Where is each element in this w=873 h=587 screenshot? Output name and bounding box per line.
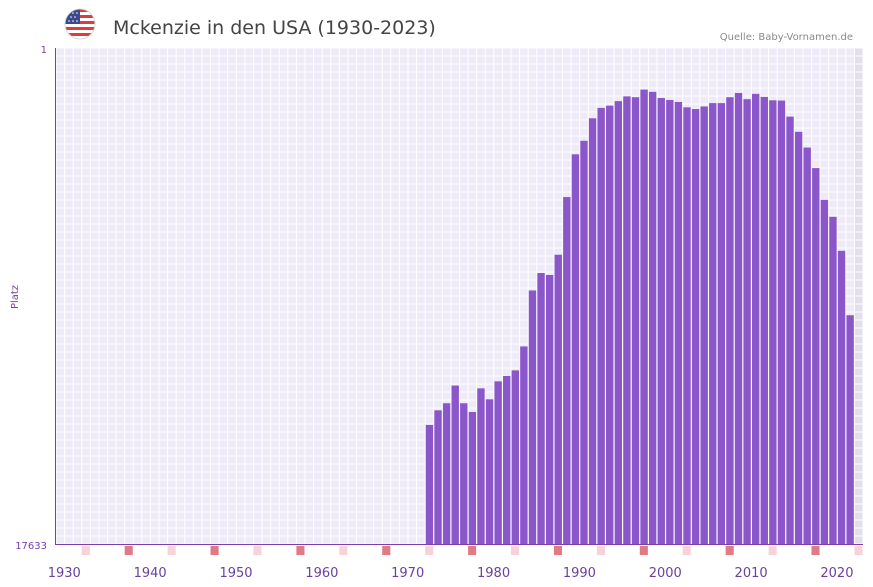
- bar-2020: [829, 216, 837, 544]
- bar-2021: [837, 250, 846, 544]
- bar-2017: [803, 147, 811, 544]
- year-marker: [553, 546, 563, 555]
- year-marker: [167, 546, 176, 555]
- year-marker: [210, 546, 219, 555]
- bar-2018: [812, 168, 820, 544]
- x-tick-label: 1940: [134, 566, 167, 581]
- year-marker: [811, 546, 820, 555]
- bar-1979: [477, 388, 485, 544]
- bar-1978: [468, 411, 477, 544]
- decade-markers: [81, 546, 863, 555]
- bar-2001: [666, 100, 674, 544]
- bar-2015: [786, 116, 794, 544]
- x-tick-label: 2020: [820, 566, 853, 581]
- year-marker: [339, 546, 348, 555]
- bar-2019: [820, 199, 829, 544]
- bar-1987: [545, 274, 554, 544]
- chart-title: Mckenzie in den USA (1930-2023): [113, 17, 436, 39]
- bar-2000: [657, 98, 665, 544]
- year-marker: [511, 546, 520, 555]
- bar-1996: [623, 96, 631, 544]
- bar-1977: [460, 403, 468, 544]
- bar-1990: [571, 154, 580, 545]
- year-marker: [382, 546, 391, 555]
- bar-2005: [700, 106, 708, 544]
- year-marker: [253, 546, 262, 555]
- bar-2013: [769, 100, 777, 544]
- header: Mckenzie in den USA (1930-2023) Quelle: …: [64, 8, 853, 43]
- y-axis-title: Platz: [10, 285, 21, 309]
- year-marker: [682, 546, 691, 555]
- year-marker: [768, 546, 777, 555]
- bar-1994: [606, 105, 614, 545]
- bar-2002: [674, 101, 683, 544]
- year-marker: [639, 546, 648, 555]
- bar-2011: [751, 93, 760, 545]
- bar-2009: [734, 92, 743, 544]
- bar-1982: [503, 375, 511, 544]
- bar-2022: [846, 315, 854, 544]
- bar-1980: [485, 399, 494, 544]
- x-tick-label: 2000: [649, 566, 682, 581]
- us-flag-icon: [64, 8, 96, 40]
- bar-1983: [511, 370, 519, 544]
- bar-1976: [451, 385, 459, 544]
- x-tick-label: 2010: [735, 566, 768, 581]
- bar-1991: [580, 140, 588, 544]
- bar-2006: [709, 103, 717, 545]
- bar-2007: [717, 103, 726, 545]
- year-marker: [468, 546, 477, 555]
- bar-1985: [528, 290, 537, 544]
- year-marker: [296, 546, 305, 555]
- year-marker: [425, 546, 434, 555]
- bar-1973: [425, 424, 434, 544]
- bars: [425, 89, 854, 545]
- y-tick-top: 1: [41, 45, 47, 56]
- year-marker: [596, 546, 605, 555]
- year-marker: [81, 546, 90, 555]
- bar-2016: [794, 131, 803, 544]
- bar-2014: [777, 100, 786, 544]
- bar-1998: [640, 89, 648, 545]
- bar-1981: [494, 381, 502, 544]
- bar-1992: [588, 118, 597, 544]
- bar-1988: [554, 254, 562, 544]
- source-label: Quelle: Baby-Vornamen.de: [720, 32, 853, 43]
- x-axis-ticks: 1930 1940 1950 1960 1970 1980 1990 2000 2010 2020: [48, 566, 854, 581]
- bar-2012: [760, 96, 768, 544]
- year-marker: [725, 546, 734, 555]
- y-tick-bottom: 17633: [15, 541, 47, 552]
- bar-1986: [537, 273, 545, 544]
- bar-1989: [563, 197, 571, 544]
- bar-1999: [648, 91, 657, 545]
- bar-1995: [614, 101, 623, 544]
- x-tick-label: 1930: [48, 566, 81, 581]
- bar-2010: [743, 99, 751, 545]
- bar-2008: [726, 97, 734, 544]
- x-tick-label: 1960: [305, 566, 338, 581]
- x-tick-label: 1970: [391, 566, 424, 581]
- bar-2004: [691, 109, 700, 544]
- bar-1974: [434, 410, 442, 544]
- x-tick-label: 1990: [563, 566, 596, 581]
- x-tick-label: 1950: [219, 566, 252, 581]
- bar-1975: [442, 403, 451, 544]
- year-marker: [124, 546, 133, 555]
- year-marker: [854, 546, 863, 555]
- bar-1997: [631, 97, 640, 544]
- axes: 1 17633 Platz: [10, 45, 863, 552]
- x-tick-label: 1980: [477, 566, 510, 581]
- bar-2003: [683, 107, 691, 545]
- bar-1993: [597, 107, 605, 544]
- bar-1984: [520, 346, 528, 544]
